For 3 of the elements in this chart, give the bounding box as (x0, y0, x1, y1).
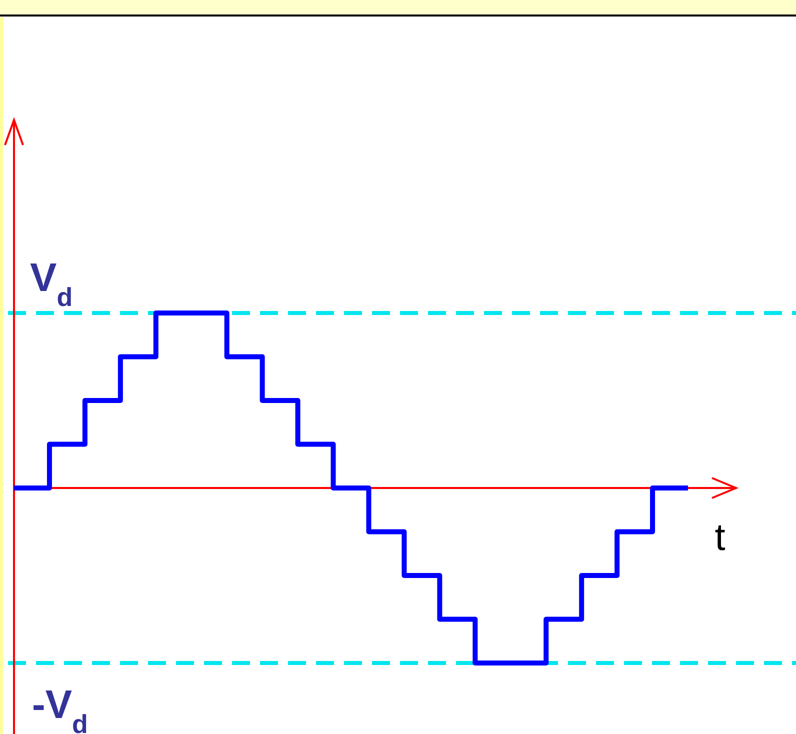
ref-line-label: V$_{d}$ (30, 256, 73, 312)
x-axis-title: t (714, 517, 726, 559)
ref-line-label: -V$_{d}$ (32, 683, 88, 734)
